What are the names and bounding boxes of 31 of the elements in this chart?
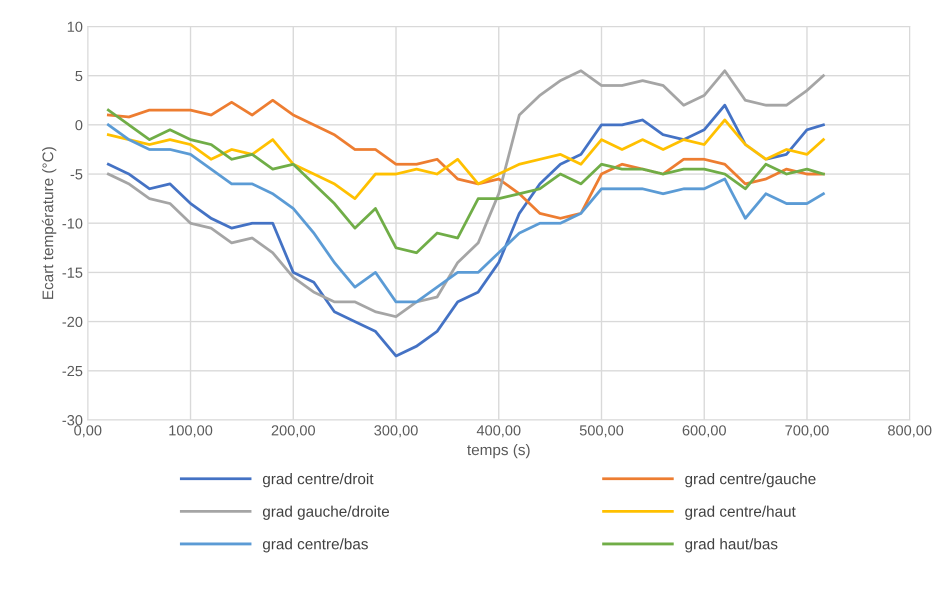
x-tick-label: 700,00 [785, 425, 829, 438]
legend-label: grad haut/bas [685, 538, 778, 552]
y-tick-label: -25 [62, 366, 82, 376]
x-axis-title: temps (s) [467, 444, 530, 458]
line-series [106, 118, 825, 200]
legend-label: grad centre/haut [685, 506, 796, 520]
y-tick-label: -15 [62, 268, 82, 278]
y-tick-label: -5 [70, 169, 82, 180]
line-series [106, 104, 825, 358]
x-tick-label: 200,00 [272, 425, 316, 438]
y-tick-label: 10 [68, 22, 82, 32]
x-tick-label: 0,00 [74, 425, 102, 438]
legend-label: grad centre/gauche [685, 473, 816, 488]
y-tick-label: -20 [62, 316, 82, 328]
y-axis-title: Ecart température (°C) [42, 147, 56, 299]
line-series [106, 108, 825, 254]
y-tick-label: -30 [62, 415, 82, 426]
y-tick-label: 0 [75, 120, 82, 130]
y-tick-label: -10 [62, 218, 82, 229]
x-tick-label: 300,00 [374, 425, 418, 438]
line-series [106, 69, 825, 318]
y-tick-label: 5 [75, 70, 82, 82]
x-tick-label: 100,00 [169, 425, 212, 438]
legend-label: grad centre/bas [262, 538, 368, 552]
x-tick-label: 400,00 [476, 425, 520, 438]
x-tick-label: 800,00 [888, 425, 932, 438]
x-tick-label: 600,00 [682, 425, 726, 438]
line-series [106, 123, 825, 304]
x-tick-label: 500,00 [580, 425, 624, 438]
legend-label: grad centre/droit [262, 473, 374, 488]
legend-label: grad gauche/droite [262, 506, 390, 520]
